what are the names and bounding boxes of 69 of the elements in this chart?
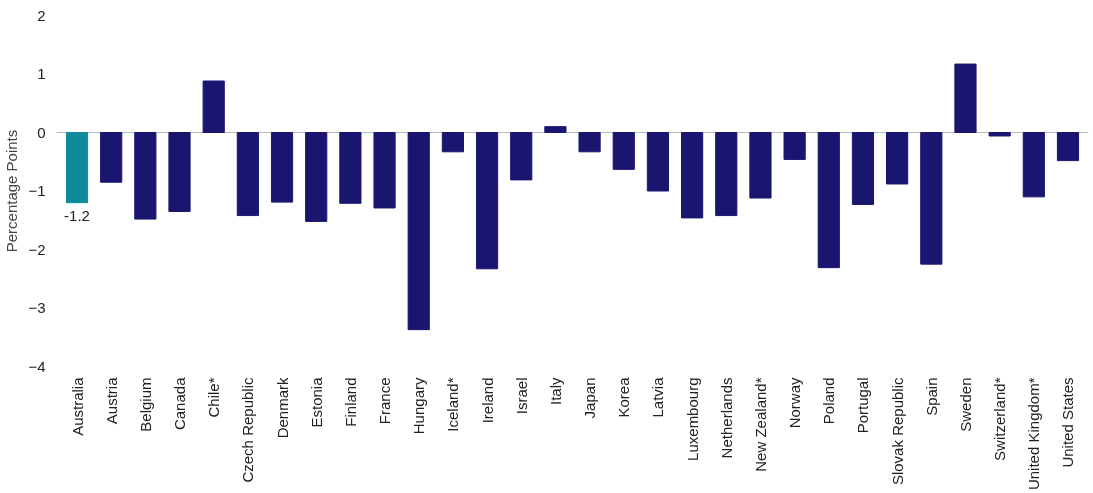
- x-tick-label: Latvia: [649, 376, 667, 418]
- y-tick-label: 2: [37, 6, 46, 24]
- x-tick-label: United Kingdom*: [1025, 377, 1043, 491]
- y-tick-label: −4: [28, 357, 46, 375]
- x-tick-label: Canada: [171, 376, 189, 431]
- bar: [851, 132, 875, 205]
- x-tick-label: Slovak Republic: [888, 377, 906, 486]
- x-tick-label: New Zealand*: [751, 377, 769, 472]
- bar: [65, 132, 89, 204]
- bar: [1022, 132, 1045, 198]
- x-tick-label: Czech Republic: [239, 377, 257, 483]
- bar: [270, 132, 294, 203]
- x-tick-label: Australia: [68, 376, 86, 436]
- bar: [475, 132, 499, 270]
- bar: [168, 132, 191, 212]
- y-axis-title: Percentage Points: [3, 129, 21, 253]
- bar: [783, 132, 806, 160]
- x-tick-label: Italy: [546, 377, 564, 406]
- x-tick-label: Ireland: [478, 377, 496, 424]
- data-label: -1.2: [64, 206, 90, 224]
- bar: [134, 132, 157, 220]
- bar: [544, 126, 567, 133]
- bar: [1056, 132, 1080, 162]
- bar: [373, 132, 396, 209]
- bar: [578, 132, 601, 153]
- x-tick-label: Korea: [615, 376, 633, 418]
- x-tick-label: Israel: [512, 377, 530, 415]
- bar: [646, 132, 670, 192]
- x-tick-label: Switzerland*: [991, 377, 1009, 461]
- x-tick-label: United States: [1059, 377, 1077, 468]
- bar: [681, 132, 704, 219]
- y-tick-label: −1: [28, 182, 46, 199]
- x-tick-label: Hungary: [410, 377, 428, 435]
- bar: [305, 132, 328, 222]
- x-tick-label: Estonia: [307, 376, 325, 428]
- x-tick-label: Denmark: [273, 377, 291, 439]
- bar: [441, 132, 464, 153]
- bar: [202, 80, 225, 133]
- x-tick-label: Luxembourg: [683, 377, 701, 461]
- bar: [886, 132, 909, 185]
- bar: [407, 132, 430, 331]
- bar: [988, 132, 1011, 137]
- bar: [715, 132, 738, 217]
- x-tick-label: Finland: [341, 377, 359, 427]
- x-tick-label: Belgium: [136, 377, 154, 432]
- x-tick-label: Chile*: [205, 377, 223, 418]
- y-tick-label: 1: [37, 65, 46, 82]
- x-tick-label: Portugal: [854, 377, 872, 434]
- bar: [954, 63, 977, 133]
- bar: [817, 132, 840, 269]
- x-tick-label: Netherlands: [717, 377, 735, 459]
- bar: [612, 132, 635, 170]
- x-tick-label: Spain: [922, 377, 940, 416]
- bar: [236, 132, 259, 217]
- x-tick-label: Norway: [786, 377, 804, 429]
- x-tick-label: Iceland*: [444, 377, 462, 432]
- bar: [339, 132, 362, 204]
- bar: [920, 132, 943, 265]
- x-tick-label: France: [376, 377, 394, 425]
- x-tick-label: Sweden: [956, 377, 974, 432]
- x-tick-label: Austria: [102, 376, 120, 425]
- x-tick-label: Japan: [581, 377, 599, 419]
- y-tick-label: −2: [28, 240, 46, 258]
- x-tick-label: Poland: [820, 377, 838, 425]
- bar: [100, 132, 123, 183]
- y-tick-label: 0: [37, 123, 46, 141]
- y-tick-label: −3: [28, 299, 46, 316]
- bar: [749, 132, 772, 199]
- bar: [510, 132, 533, 181]
